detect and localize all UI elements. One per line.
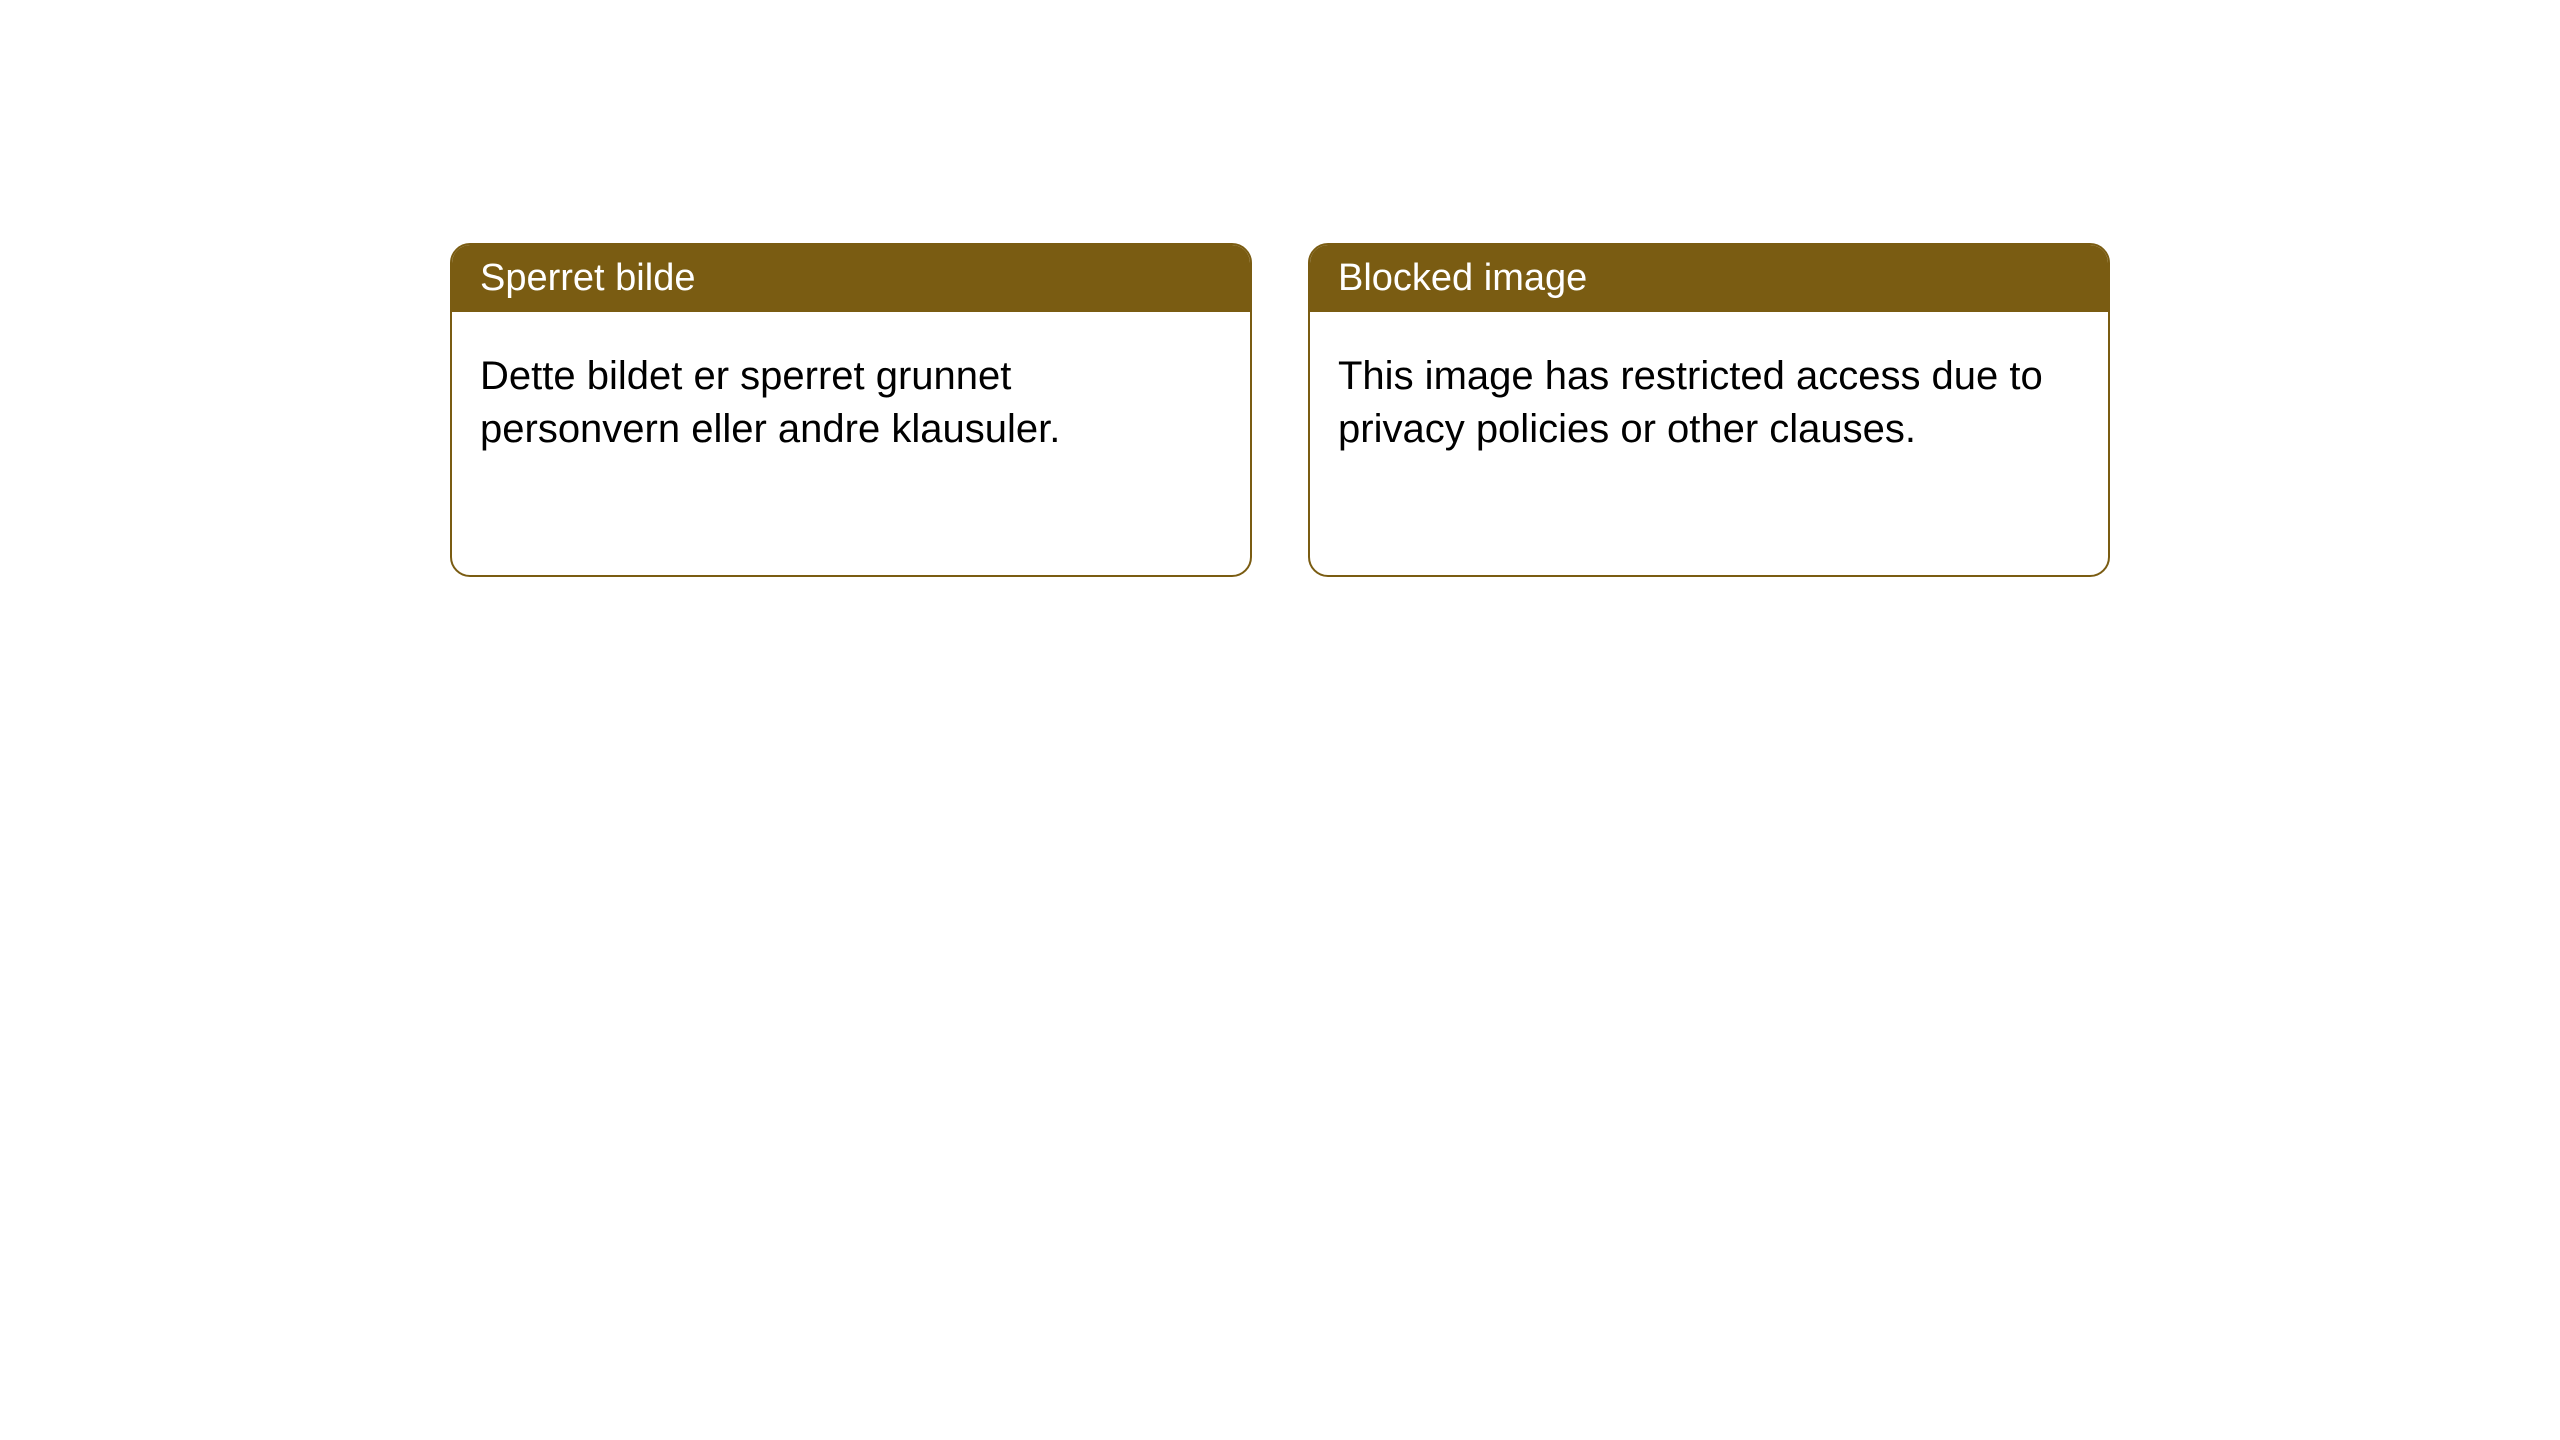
notice-card-english: Blocked image This image has restricted …: [1308, 243, 2110, 577]
notice-card-container: Sperret bilde Dette bildet er sperret gr…: [450, 243, 2110, 577]
card-body-text: This image has restricted access due to …: [1310, 312, 2108, 494]
card-body-text: Dette bildet er sperret grunnet personve…: [452, 312, 1250, 494]
card-title: Sperret bilde: [452, 245, 1250, 312]
notice-card-norwegian: Sperret bilde Dette bildet er sperret gr…: [450, 243, 1252, 577]
card-title: Blocked image: [1310, 245, 2108, 312]
